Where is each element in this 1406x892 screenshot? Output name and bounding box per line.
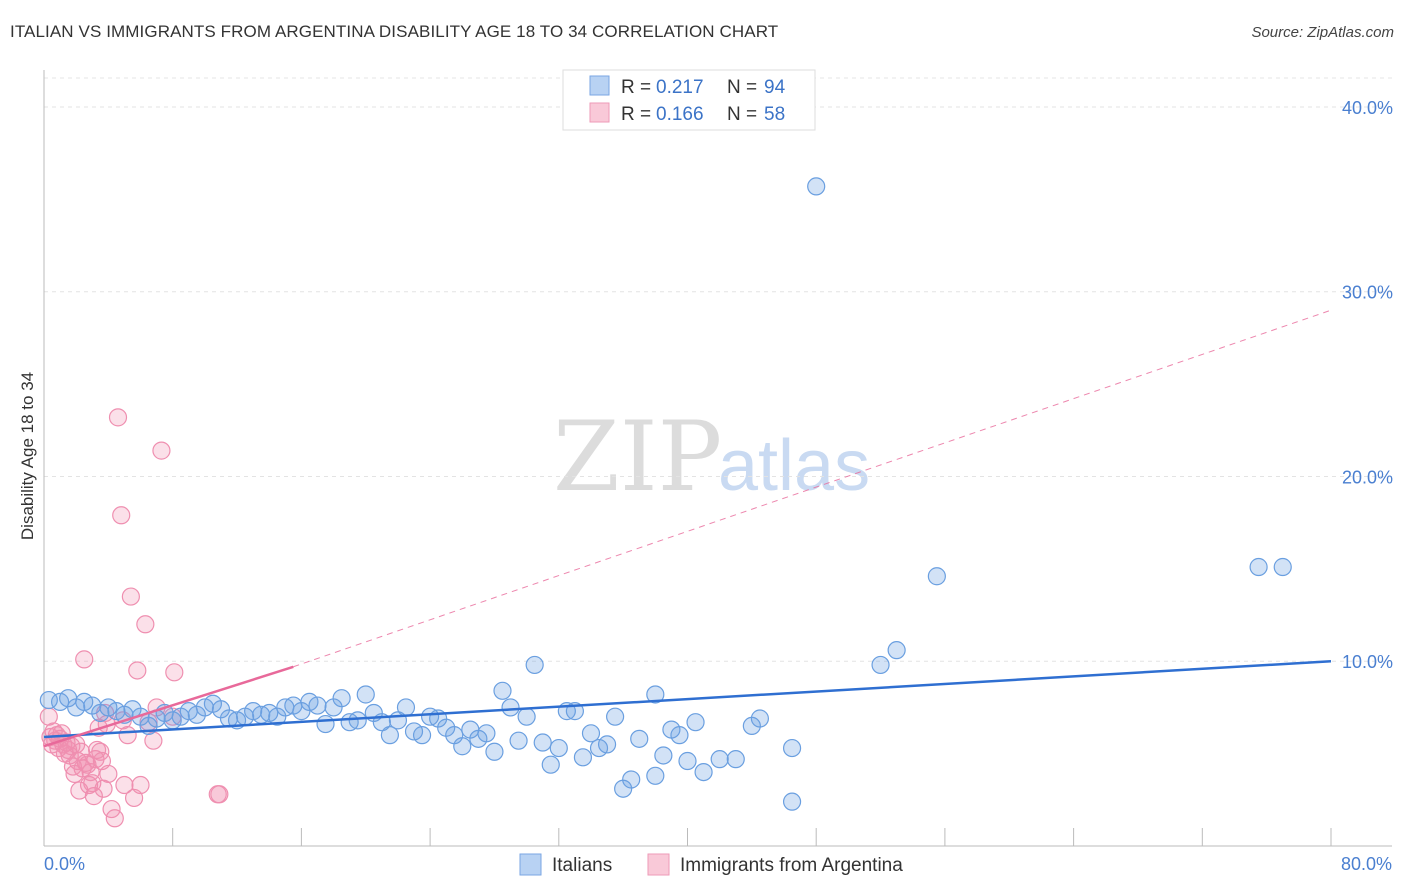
legend-n-label-argentina: N = [727, 104, 757, 125]
bottom-legend-label-argentina: Immigrants from Argentina [680, 855, 903, 876]
point-italians [1273, 557, 1292, 577]
point-italians [541, 755, 560, 774]
point-italians [509, 731, 528, 750]
point-argentina [136, 615, 155, 634]
point-italians [332, 689, 351, 708]
legend-n-value-italians: 94 [764, 77, 786, 98]
point-argentina [131, 775, 150, 795]
point-italians [678, 751, 697, 771]
point-argentina [152, 441, 171, 460]
trend-extension-argentina [293, 309, 1332, 668]
point-argentina [165, 663, 184, 682]
gridlines [44, 77, 1392, 662]
y-tick-labels: 10.0% 20.0% 30.0% 40.0% [1342, 98, 1393, 672]
point-argentina [105, 809, 124, 828]
point-italians [477, 724, 496, 743]
point-argentina [128, 661, 147, 680]
point-italians [710, 750, 729, 769]
point-italians [485, 742, 504, 761]
point-italians [39, 690, 58, 710]
y-tick-label: 40.0% [1342, 98, 1393, 118]
point-argentina [75, 650, 94, 669]
point-argentina [84, 787, 103, 806]
x-tick-marks [43, 828, 1332, 846]
legend-n-label-italians: N = [727, 77, 757, 98]
point-italians [493, 681, 512, 700]
point-italians [412, 726, 432, 745]
source-label: Source: ZipAtlas.com [1251, 24, 1394, 41]
point-italians [316, 714, 335, 734]
point-italians [501, 698, 520, 717]
point-italians [887, 641, 906, 660]
series-legend: Italians Immigrants from Argentina [519, 853, 903, 876]
point-italians [807, 177, 826, 196]
point-italians [782, 738, 802, 758]
legend-r-value-italians: 0.217 [656, 77, 704, 98]
trend-line-italians [43, 659, 1332, 739]
point-italians [597, 735, 617, 754]
point-italians [694, 762, 713, 782]
point-argentina [87, 740, 107, 760]
point-italians [1249, 557, 1268, 577]
x-tick-label-min: 0.0% [44, 854, 85, 874]
chart-title: ITALIAN VS IMMIGRANTS FROM ARGENTINA DIS… [10, 22, 779, 41]
series-argentina [39, 408, 229, 828]
bottom-legend-swatch-italians [519, 853, 542, 876]
point-italians [581, 724, 601, 743]
legend-swatch-italians [589, 75, 610, 96]
point-italians [517, 707, 536, 726]
point-argentina [115, 775, 134, 795]
point-italians [630, 729, 649, 748]
watermark-zip: ZIP [553, 401, 722, 513]
point-italians [525, 655, 544, 675]
point-italians [654, 746, 673, 765]
point-italians [356, 685, 375, 704]
point-italians [453, 737, 472, 756]
point-italians [686, 713, 705, 732]
point-italians [670, 726, 689, 745]
point-argentina [121, 587, 140, 606]
legend-n-value-argentina: 58 [764, 104, 785, 125]
y-axis-label: Disability Age 18 to 34 [18, 372, 37, 540]
point-italians [927, 567, 946, 586]
point-italians [726, 750, 745, 769]
point-argentina [118, 726, 137, 745]
legend-r-label-argentina: R = [621, 104, 651, 125]
y-tick-label: 20.0% [1342, 467, 1393, 487]
legend-r-value-argentina: 0.166 [656, 104, 704, 125]
y-tick-label: 30.0% [1342, 283, 1393, 303]
trend-lines [43, 309, 1332, 748]
legend-swatch-argentina [589, 102, 610, 123]
point-italians [871, 655, 890, 675]
point-italians [750, 709, 769, 728]
point-argentina [91, 742, 110, 761]
point-italians [380, 726, 399, 745]
point-italians [606, 707, 625, 726]
bottom-legend-swatch-argentina [647, 853, 670, 876]
point-italians [396, 698, 416, 717]
trend-line-argentina [43, 665, 294, 748]
point-argentina [108, 408, 128, 427]
point-italians [782, 792, 802, 811]
stats-legend: R = 0.217 N = 94 R = 0.166 N = 58 [562, 69, 816, 131]
legend-r-label-italians: R = [621, 77, 651, 98]
point-italians [533, 733, 552, 752]
watermark-atlas: atlas [718, 426, 870, 506]
bottom-legend-label-italians: Italians [552, 855, 612, 876]
point-italians [622, 770, 641, 789]
point-italians [573, 748, 593, 767]
point-argentina [99, 764, 118, 784]
point-argentina [210, 785, 229, 804]
point-italians [646, 685, 665, 704]
point-italians [308, 696, 327, 715]
point-italians [549, 738, 568, 758]
point-italians [348, 711, 367, 730]
y-tick-label: 10.0% [1342, 652, 1393, 672]
point-argentina [112, 506, 131, 525]
point-italians [646, 766, 665, 785]
x-tick-label-max: 80.0% [1341, 854, 1392, 874]
